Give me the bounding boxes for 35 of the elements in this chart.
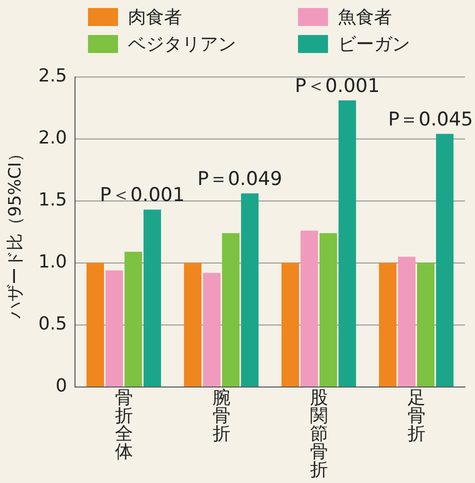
- y-tick-label: 0: [56, 376, 68, 397]
- annotation: P＝0.045: [388, 108, 474, 130]
- y-tick-label: 2.5: [38, 65, 68, 86]
- bar: [124, 252, 142, 386]
- bar: [241, 193, 259, 386]
- y-axis-title: ハザード比（95%CI）: [6, 145, 26, 320]
- legend-label: 肉食者: [128, 6, 182, 29]
- legend-label: 魚食者: [338, 6, 392, 29]
- bar: [338, 100, 356, 386]
- y-tick-label: 0.5: [38, 314, 68, 335]
- bar: [282, 262, 299, 386]
- legend-label: ビーガン: [338, 33, 410, 56]
- bar: [106, 270, 124, 386]
- bar: [436, 134, 454, 386]
- y-tick-label: 1.5: [38, 190, 68, 211]
- bar: [300, 230, 318, 386]
- bar: [320, 233, 338, 386]
- bar: [378, 262, 396, 386]
- bar: [398, 256, 416, 386]
- x-tick-label: 足骨折: [407, 388, 426, 445]
- annotation: P＜0.001: [100, 184, 185, 206]
- x-tick-label: 股関節骨折: [310, 388, 328, 481]
- bar: [417, 262, 435, 386]
- y-tick-label: 1.0: [38, 252, 68, 273]
- annotation: P＝0.049: [197, 168, 282, 190]
- bar: [203, 272, 221, 386]
- x-tick-label: 腕骨折: [212, 388, 230, 445]
- bar: [144, 210, 162, 386]
- legend-label: ベジタリアン: [128, 33, 236, 56]
- annotation: P＜0.001: [294, 74, 380, 97]
- bar: [222, 233, 240, 386]
- bar: [86, 262, 104, 386]
- x-tick-label: 骨折全体: [114, 388, 133, 463]
- bar: [184, 262, 202, 386]
- y-tick-label: 2.0: [38, 128, 68, 149]
